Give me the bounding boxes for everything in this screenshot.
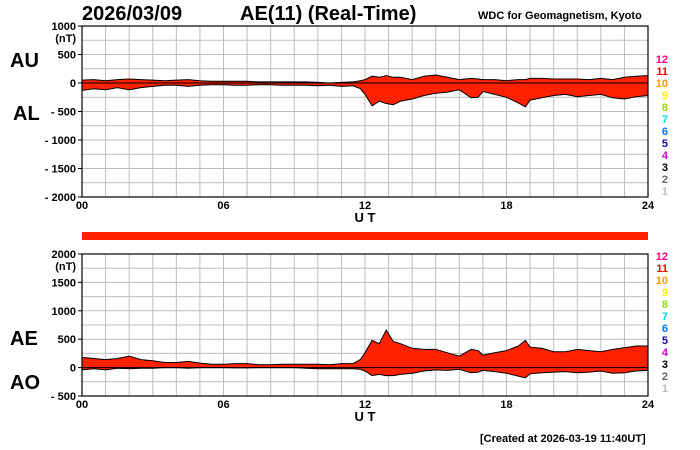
unit-label: (nT) <box>55 33 76 45</box>
series-envelope-fill <box>82 330 648 378</box>
y-tick-label: - 1000 <box>45 135 76 147</box>
station-count-label: 7 <box>662 311 668 323</box>
x-axis-label: U T <box>355 210 376 225</box>
ae-label: AE <box>10 328 38 350</box>
station-coverage-bar <box>82 232 648 240</box>
series-line-ae <box>81 329 648 366</box>
station-count-label: 11 <box>656 263 668 275</box>
x-tick-label: 18 <box>500 399 512 411</box>
x-axis-label: U T <box>355 409 376 424</box>
au-label: AU <box>10 50 39 72</box>
plot-frame <box>81 253 649 397</box>
station-count-label: 6 <box>662 323 668 335</box>
station-count-label: 8 <box>662 102 668 114</box>
station-count-label: 2 <box>662 371 668 383</box>
y-tick-label: 1000 <box>52 21 76 33</box>
y-tick-label: 500 <box>58 334 76 346</box>
y-tick-label: 0 <box>70 363 76 375</box>
station-count-label: 1 <box>662 186 668 198</box>
x-tick-label: 12 <box>359 399 371 411</box>
station-count-label: 10 <box>656 78 668 90</box>
station-count-label: 4 <box>662 347 669 359</box>
station-count-label: 7 <box>662 114 668 126</box>
station-count-label: 11 <box>656 66 668 78</box>
station-count-label: 12 <box>656 251 668 263</box>
series-line-au <box>81 74 649 84</box>
x-tick-label: 24 <box>642 399 655 411</box>
data-source: WDC for Geomagnetism, Kyoto <box>478 10 642 22</box>
chart-title: AE(11) (Real-Time) <box>240 3 417 25</box>
created-timestamp: [Created at 2026-03-19 11:40UT] <box>480 433 646 445</box>
station-count-label: 10 <box>656 275 668 287</box>
panel-0: 1000 500 0 - 500 - 1000 - 1500 - 2000 (nT) 00 06 1… <box>45 21 669 225</box>
series-line-al <box>81 84 649 108</box>
y-tick-label: 1000 <box>52 306 76 318</box>
y-tick-label: 1500 <box>52 277 76 289</box>
x-tick-label: 18 <box>500 200 512 212</box>
x-tick-label: 06 <box>217 200 229 212</box>
station-count-label: 9 <box>662 90 668 102</box>
x-tick-label: 24 <box>642 200 655 212</box>
x-tick-label: 00 <box>76 399 88 411</box>
y-tick-label: - 500 <box>51 107 76 119</box>
y-tick-label: - 1500 <box>45 164 76 176</box>
ao-label: AO <box>10 372 40 394</box>
station-count-label: 2 <box>662 174 668 186</box>
station-count-label: 1 <box>662 383 668 395</box>
x-tick-label: 12 <box>359 200 371 212</box>
station-count-label: 3 <box>662 162 668 174</box>
chart-date: 2026/03/09 <box>82 3 183 25</box>
station-count-label: 12 <box>656 54 668 66</box>
station-count-label: 8 <box>662 299 668 311</box>
y-tick-label: 2000 <box>52 249 76 261</box>
y-tick-label: 0 <box>70 78 76 90</box>
station-count-label: 5 <box>662 138 668 150</box>
station-count-label: 4 <box>662 150 669 162</box>
x-tick-label: 00 <box>76 200 88 212</box>
y-tick-label: - 2000 <box>45 192 76 204</box>
station-count-label: 3 <box>662 359 668 371</box>
unit-label: (nT) <box>55 261 76 273</box>
station-count-label: 5 <box>662 335 668 347</box>
y-tick-label: 500 <box>58 50 76 62</box>
al-label: AL <box>13 103 40 125</box>
station-count-label: 6 <box>662 126 668 138</box>
station-count-label: 9 <box>662 287 668 299</box>
y-tick-label: - 500 <box>51 391 76 403</box>
x-tick-label: 06 <box>217 399 229 411</box>
